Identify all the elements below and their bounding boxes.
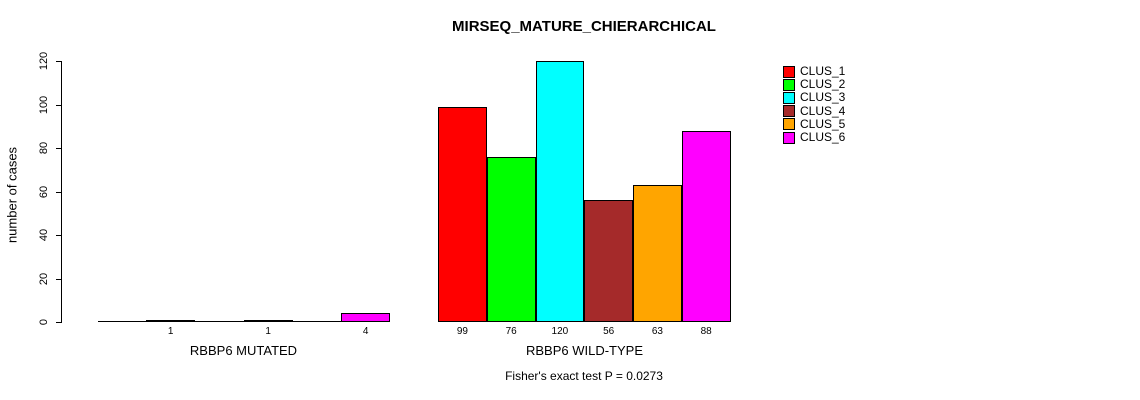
bar-clus_4 <box>584 200 633 322</box>
y-tick <box>56 278 61 280</box>
bar-clus_2 <box>146 319 195 322</box>
clus_1-color-swatch <box>783 65 795 78</box>
y-tick <box>56 235 61 236</box>
clus_4-color-swatch <box>783 105 795 118</box>
y-tick <box>56 104 61 106</box>
y-axis-line <box>61 61 62 323</box>
bar-value-label: 88 <box>700 326 712 337</box>
legend-label-clus_6: CLUS_6 <box>800 130 846 144</box>
bar-value-label: 4 <box>362 326 369 337</box>
legend-item: CLUS_5 <box>783 116 846 131</box>
bar-zero-clus_3 <box>195 321 244 322</box>
bar-value-label: 63 <box>651 326 663 337</box>
legend-label-clus_4: CLUS_4 <box>800 103 846 118</box>
bar-clus_3 <box>535 61 585 322</box>
y-tick <box>56 61 61 62</box>
legend-label-clus_3: CLUS_3 <box>800 90 846 105</box>
bar-clus_2 <box>486 156 536 322</box>
y-tick-label: 0 <box>38 318 50 326</box>
chart-title: MIRSEQ_MATURE_CHIERARCHICAL <box>452 18 716 35</box>
legend-item: CLUS_4 <box>783 103 846 118</box>
y-tick-label: 120 <box>38 51 50 71</box>
bar-clus_5 <box>633 184 682 322</box>
y-tick-label: 100 <box>38 95 50 114</box>
legend-item: CLUS_2 <box>783 78 845 91</box>
y-tick-label: 40 <box>38 228 50 242</box>
bar-value-label: 120 <box>551 326 569 337</box>
bar-zero-clus_5 <box>292 321 342 322</box>
legend-label-clus_2: CLUS_2 <box>800 77 846 92</box>
bar-value-label: 1 <box>167 326 174 337</box>
clus_5-color-swatch <box>783 118 795 131</box>
bar-value-label: 99 <box>456 326 468 337</box>
fisher-test-annotation: Fisher's exact test P = 0.0273 <box>505 369 663 383</box>
clus_3-color-swatch <box>783 91 795 104</box>
y-tick <box>56 191 61 193</box>
x-group-label-rbbp6-mutated: RBBP6 MUTATED <box>189 343 298 358</box>
bar-value-label: 76 <box>505 326 517 337</box>
y-tick-label: 60 <box>38 185 50 198</box>
y-tick <box>56 148 61 149</box>
legend-item: CLUS_3 <box>783 91 845 104</box>
x-group-label-rbbp6-wild-type: RBBP6 WILD-TYPE <box>525 343 644 358</box>
y-tick-label: 80 <box>38 141 50 155</box>
clus_2-color-swatch <box>783 78 795 91</box>
bar-value-label: 1 <box>265 326 271 337</box>
bar-value-label: 56 <box>603 326 615 337</box>
bar-clus_1 <box>438 106 487 322</box>
legend-item: CLUS_1 <box>783 65 845 78</box>
y-axis-title: number of cases <box>4 146 20 244</box>
bar-clus_4 <box>243 319 293 322</box>
legend-item: CLUS_6 <box>783 131 845 144</box>
clus_6-color-swatch <box>783 131 795 144</box>
bar-zero-clus_1 <box>97 321 147 322</box>
bar-clus_6 <box>341 313 390 322</box>
y-tick <box>56 322 61 323</box>
bar-clus_6 <box>681 130 731 322</box>
legend-label-clus_1: CLUS_1 <box>800 64 846 78</box>
legend-label-clus_5: CLUS_5 <box>800 116 846 131</box>
y-tick-label: 20 <box>38 272 50 285</box>
